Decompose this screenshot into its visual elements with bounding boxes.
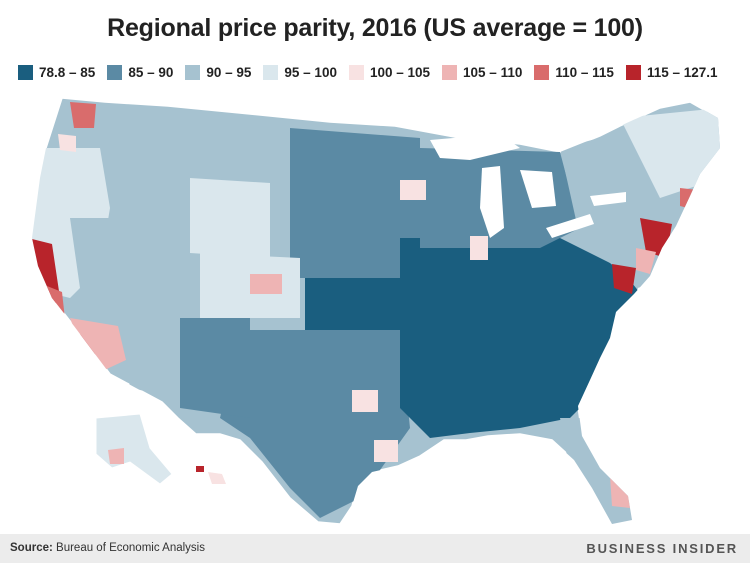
region-florida [560,418,640,524]
region-new-england [620,108,720,198]
lake-huron [520,170,556,208]
legend-label: 100 – 105 [369,64,431,80]
us-map-svg [31,97,721,525]
legend-swatch [442,64,458,80]
legend-label: 115 – 127.1 [646,64,718,80]
footer: Source: Bureau of Economic Analysis BUSI… [0,534,750,563]
legend-swatch [534,64,550,80]
region-anchorage [108,448,124,464]
source-text: Bureau of Economic Analysis [56,542,205,554]
region-texas [220,330,410,518]
region-kansas [305,278,400,330]
region-alaska [95,413,173,485]
region-minneapolis [400,180,426,200]
region-chicago [470,236,488,260]
region-new-mexico [180,318,250,418]
legend-item: 95 – 100 [263,64,337,80]
legend-label: 85 – 90 [128,64,174,80]
legend-item: 105 – 110 [442,64,523,80]
lake-michigan [480,166,504,238]
legend-label: 78.8 – 85 [39,64,96,80]
lake-erie [546,214,594,238]
legend-label: 90 – 95 [206,64,252,80]
legend-item: 90 – 95 [185,64,252,80]
region-seattle [70,102,96,128]
lake-superior [430,134,520,160]
region-arizona [120,318,180,398]
legend-item: 115 – 127.1 [625,64,718,80]
legend-item: 78.8 – 85 [18,64,96,80]
legend-label: 105 – 110 [463,64,523,80]
region-dallas [352,390,378,412]
region-new-jersey [636,248,656,274]
region-california-inland [70,318,126,374]
legend: 78.8 – 85 85 – 90 90 – 95 95 – 100 100 –… [18,62,738,82]
source-label: Source: [10,542,53,554]
chart-title: Regional price parity, 2016 (US average … [107,14,643,42]
legend-label: 95 – 100 [284,64,337,80]
legend-swatch [625,64,641,80]
legend-item: 100 – 105 [348,64,431,80]
legend-swatch [348,64,364,80]
legend-item: 85 – 90 [107,64,174,80]
source-line: Source: Bureau of Economic Analysis [10,542,205,554]
region-washington-dc [612,264,636,294]
legend-swatch [185,64,201,80]
region-hawaii-islands [208,472,226,484]
legend-swatch [263,64,279,80]
brand-logo: BUSINESS INSIDER [586,541,738,556]
region-northern-plains [290,128,420,278]
region-nevada [70,218,130,338]
legend-swatch [18,64,33,80]
region-houston [374,440,398,462]
region-denver [250,274,282,294]
region-portland [58,134,76,152]
us-map [0,88,750,530]
legend-swatch [107,64,123,80]
lake-ontario [590,192,626,206]
legend-item: 110 – 115 [534,64,614,80]
legend-label: 110 – 115 [555,64,614,80]
region-wyoming [190,178,270,258]
region-hawaii-honolulu [196,466,204,472]
